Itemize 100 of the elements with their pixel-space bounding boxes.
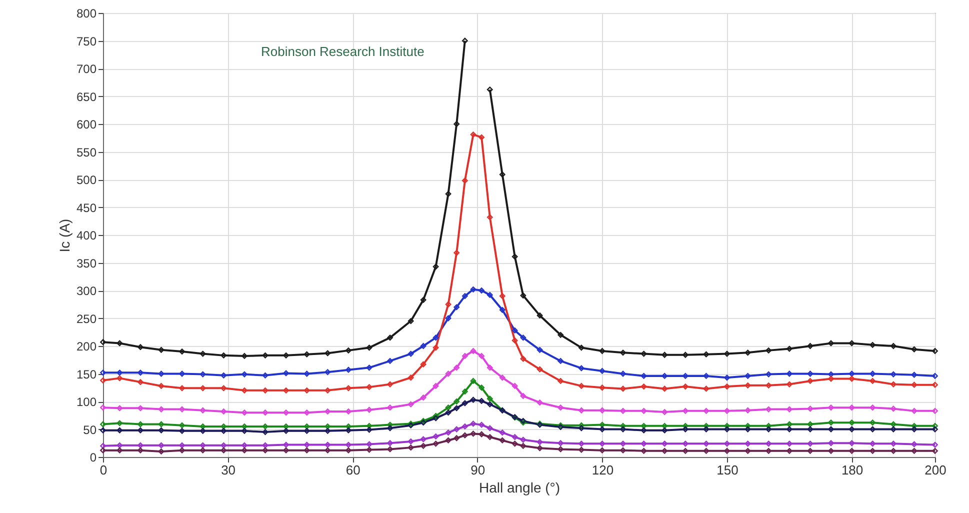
point	[432, 334, 439, 341]
point	[324, 387, 331, 394]
y-tick-label: 650	[76, 90, 97, 104]
point	[158, 346, 164, 353]
point	[870, 404, 876, 411]
point	[179, 428, 185, 434]
point	[462, 353, 468, 359]
x-tick-label: 0	[100, 462, 108, 478]
point	[848, 448, 855, 454]
point	[324, 350, 331, 356]
point	[640, 440, 647, 447]
point	[179, 447, 185, 454]
point	[486, 214, 493, 220]
point	[420, 394, 426, 401]
point	[220, 372, 227, 378]
point	[470, 286, 476, 292]
point	[432, 344, 439, 351]
point	[420, 343, 426, 349]
point	[486, 86, 493, 93]
point	[366, 364, 372, 371]
annotation: Robinson Research Institute	[261, 44, 424, 59]
y-tick-label: 200	[76, 340, 97, 354]
point	[100, 447, 106, 454]
point	[366, 426, 372, 433]
point	[620, 408, 626, 414]
y-tick-label: 100	[76, 395, 97, 409]
point	[807, 421, 814, 428]
point	[283, 447, 289, 454]
point	[848, 376, 855, 382]
point	[536, 346, 543, 353]
point	[262, 372, 268, 378]
point	[158, 383, 164, 389]
point	[179, 370, 185, 377]
point	[520, 436, 526, 443]
y-tick-label: 0	[90, 450, 97, 464]
point	[890, 343, 896, 349]
point	[520, 442, 526, 449]
point	[454, 364, 460, 371]
point	[241, 387, 248, 394]
point	[478, 353, 485, 359]
x-tick-label: 120	[592, 462, 614, 478]
point	[445, 430, 452, 436]
point	[454, 426, 460, 432]
point	[387, 440, 393, 446]
point	[828, 420, 834, 426]
point	[848, 426, 855, 432]
point	[486, 434, 493, 440]
point	[432, 383, 439, 389]
point	[283, 370, 289, 376]
point	[536, 312, 543, 318]
point	[599, 440, 606, 447]
y-tick-label: 550	[76, 145, 97, 160]
point	[478, 431, 485, 438]
point	[200, 428, 206, 434]
point	[520, 334, 526, 341]
point	[179, 406, 185, 412]
point	[262, 442, 268, 448]
point	[536, 445, 543, 452]
point	[283, 442, 289, 448]
point	[478, 288, 485, 294]
point	[462, 293, 468, 299]
point	[100, 377, 106, 384]
y-tick-label: 800	[76, 6, 97, 20]
point	[620, 440, 626, 447]
point	[445, 410, 452, 416]
point	[599, 348, 606, 354]
point	[220, 408, 227, 414]
point	[932, 408, 938, 414]
point	[262, 447, 268, 454]
point	[387, 404, 393, 411]
point	[470, 396, 476, 403]
point	[304, 428, 310, 434]
point	[116, 375, 123, 382]
point	[158, 406, 164, 412]
point	[744, 426, 751, 432]
x-tick-label: 150	[716, 462, 738, 478]
point	[558, 404, 564, 411]
point	[932, 348, 938, 354]
point	[486, 292, 493, 298]
point	[703, 448, 710, 454]
point	[599, 447, 606, 454]
point	[932, 442, 938, 448]
point	[486, 396, 493, 402]
point	[807, 343, 814, 349]
point	[932, 382, 938, 388]
point	[558, 332, 564, 338]
point	[100, 339, 106, 346]
point	[454, 405, 460, 412]
x-tick-label: 200	[924, 462, 946, 478]
point	[848, 404, 855, 411]
point	[724, 422, 730, 429]
point	[724, 408, 730, 414]
point	[703, 386, 710, 392]
point	[324, 428, 331, 434]
point	[158, 448, 164, 454]
point	[512, 440, 518, 447]
x-tick-label: 90	[470, 462, 486, 478]
point	[890, 381, 896, 388]
point	[387, 425, 393, 432]
point	[932, 426, 938, 432]
